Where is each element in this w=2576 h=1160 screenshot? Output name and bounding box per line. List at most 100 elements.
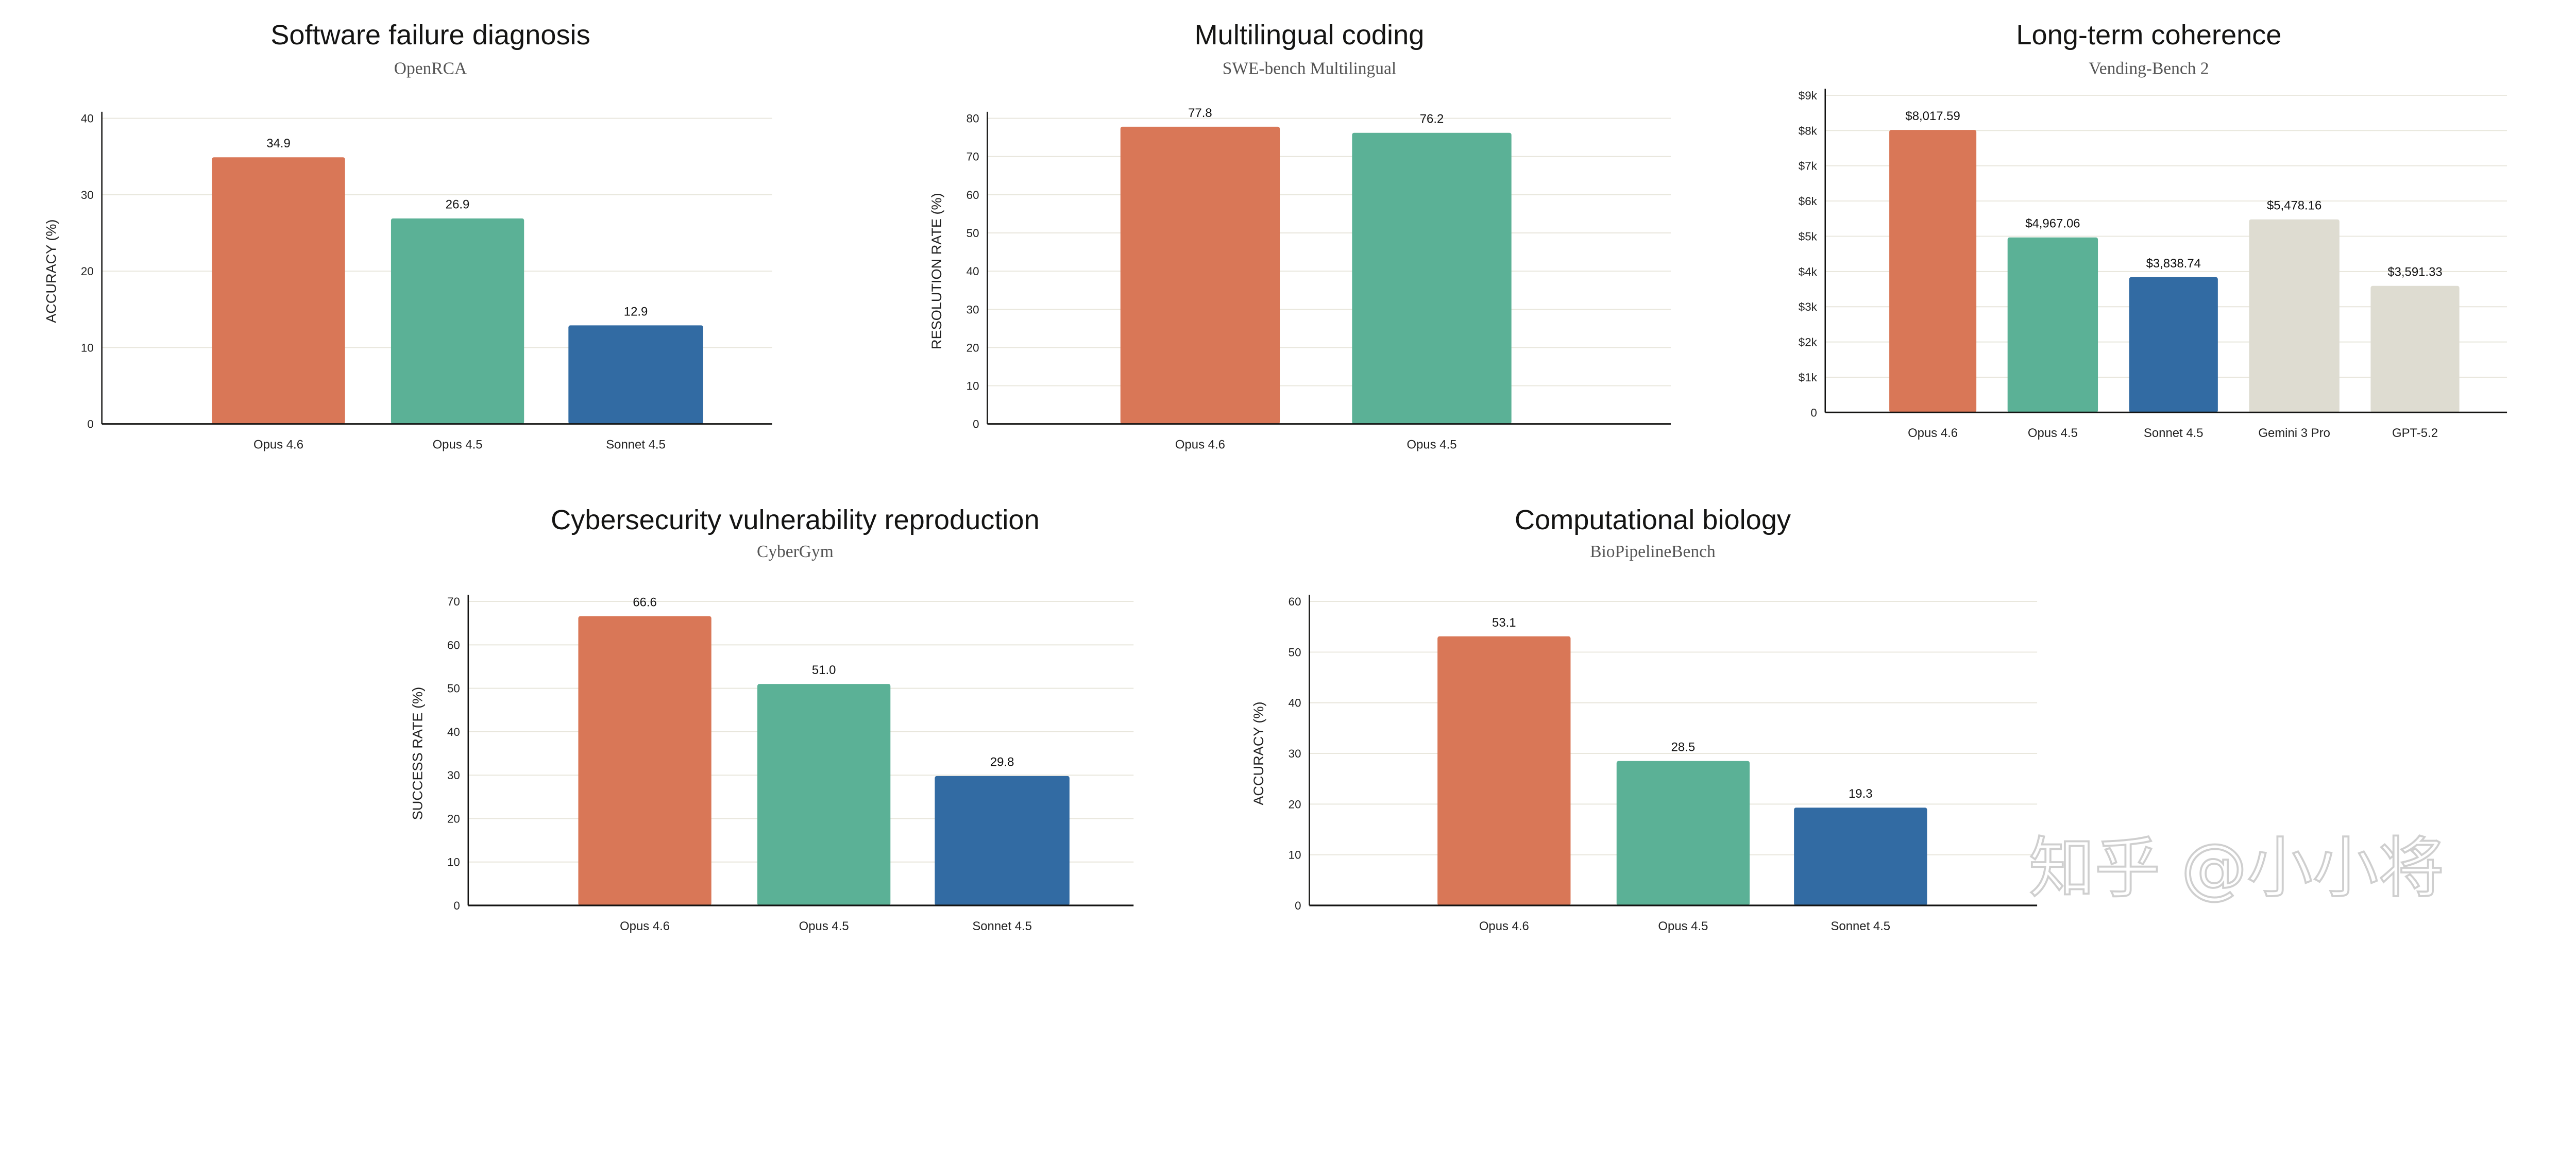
data-label: 76.2 bbox=[1420, 112, 1444, 126]
y-tick-label: 60 bbox=[447, 638, 460, 651]
bar-opus-4-6 bbox=[1889, 130, 1977, 413]
x-tick-label: Opus 4.6 bbox=[1479, 919, 1529, 933]
y-tick-label: $5k bbox=[1799, 230, 1818, 243]
bar-sonnet-4-5 bbox=[2129, 277, 2218, 413]
y-tick-label: 30 bbox=[447, 769, 460, 782]
bar-opus-4-5 bbox=[2007, 237, 2098, 413]
x-tick-label: Sonnet 4.5 bbox=[606, 438, 666, 452]
y-tick-label: $7k bbox=[1799, 160, 1818, 173]
y-tick-label: 50 bbox=[967, 227, 979, 240]
x-tick-label: GPT-5.2 bbox=[2392, 426, 2438, 440]
y-tick-label: 40 bbox=[967, 265, 979, 278]
data-label: 53.1 bbox=[1492, 616, 1516, 630]
x-tick-label: Gemini 3 Pro bbox=[2258, 426, 2330, 440]
chart-subtitle: OpenRCA bbox=[394, 59, 467, 78]
y-tick-label: 20 bbox=[447, 812, 460, 825]
y-tick-label: 30 bbox=[1289, 747, 1301, 760]
x-tick-label: Opus 4.5 bbox=[799, 919, 849, 933]
y-tick-label: 40 bbox=[447, 726, 460, 738]
benchmark-figure: Software failure diagnosis OpenRCA 0 10 20 30… bbox=[43, 20, 2507, 933]
chart-2: Multilingual coding SWE-bench Multilingua… bbox=[928, 20, 1671, 452]
y-tick-label: $8k bbox=[1799, 124, 1818, 137]
data-label: $3,591.33 bbox=[2387, 265, 2442, 279]
y-tick-label: 20 bbox=[81, 265, 94, 278]
y-tick-label: 50 bbox=[1289, 646, 1301, 659]
y-axis-label: RESOLUTION RATE (%) bbox=[928, 193, 944, 349]
x-tick-label: Sonnet 4.5 bbox=[1831, 919, 1890, 933]
y-tick-label: 10 bbox=[967, 380, 979, 393]
chart-5: Computational biology BioPipelineBench 0 10… bbox=[1250, 505, 2038, 933]
y-tick-label: 40 bbox=[1289, 697, 1301, 710]
x-tick-label: Opus 4.5 bbox=[1658, 919, 1708, 933]
data-label: $4,967.06 bbox=[2025, 217, 2080, 231]
x-tick-label: Opus 4.5 bbox=[433, 438, 483, 452]
chart-title: Long-term coherence bbox=[2016, 20, 2281, 51]
chart-subtitle: BioPipelineBench bbox=[1590, 542, 1716, 561]
chart-1: Software failure diagnosis OpenRCA 0 10 20 30… bbox=[43, 20, 772, 452]
bar-opus-4-5 bbox=[1352, 132, 1512, 424]
data-label: 19.3 bbox=[1849, 787, 1873, 801]
bar-opus-4-6 bbox=[1437, 636, 1571, 906]
bar-sonnet-4-5 bbox=[568, 325, 703, 424]
y-tick-label: $6k bbox=[1799, 195, 1818, 208]
chart-title: Software failure diagnosis bbox=[270, 20, 590, 51]
data-label: 26.9 bbox=[446, 198, 470, 212]
y-tick-label: 70 bbox=[967, 150, 979, 163]
bar-sonnet-4-5 bbox=[935, 776, 1070, 906]
bar-opus-4-5 bbox=[391, 218, 524, 424]
x-tick-label: Opus 4.6 bbox=[620, 919, 670, 933]
chart-title: Multilingual coding bbox=[1195, 20, 1425, 51]
bar-opus-4-5 bbox=[757, 684, 891, 906]
y-tick-label: 60 bbox=[1289, 595, 1301, 608]
data-label: 29.8 bbox=[990, 755, 1014, 769]
y-tick-label: 30 bbox=[81, 189, 94, 201]
data-label: 34.9 bbox=[266, 137, 291, 150]
y-tick-label: 70 bbox=[447, 595, 460, 608]
y-tick-label: 20 bbox=[967, 341, 979, 354]
y-tick-label: 0 bbox=[87, 418, 93, 431]
data-label: 77.8 bbox=[1188, 106, 1212, 120]
y-tick-label: 50 bbox=[447, 682, 460, 695]
x-tick-label: Opus 4.5 bbox=[2028, 426, 2078, 440]
y-tick-label: 30 bbox=[967, 303, 979, 316]
chart-title: Computational biology bbox=[1515, 505, 1791, 535]
data-label: 66.6 bbox=[633, 596, 657, 610]
data-label: 12.9 bbox=[624, 305, 648, 318]
y-tick-label: 20 bbox=[1289, 798, 1301, 811]
y-axis-label: SUCCESS RATE (%) bbox=[410, 687, 426, 820]
bar-gemini-3-pro bbox=[2249, 219, 2340, 413]
data-label: 51.0 bbox=[812, 663, 836, 677]
data-label: 28.5 bbox=[1671, 741, 1696, 754]
y-tick-label: 0 bbox=[453, 899, 460, 912]
chart-subtitle: SWE-bench Multilingual bbox=[1223, 59, 1396, 78]
y-tick-label: 80 bbox=[967, 112, 979, 125]
chart-3: Long-term coherence Vending-Bench 2 0 $1k $2… bbox=[1799, 20, 2507, 440]
y-tick-label: 0 bbox=[1810, 406, 1817, 419]
y-tick-label: $9k bbox=[1799, 89, 1818, 102]
x-tick-label: Opus 4.6 bbox=[1908, 426, 1958, 440]
bar-opus-4-6 bbox=[212, 157, 345, 424]
chart-4: Cybersecurity vulnerability reproduction… bbox=[410, 505, 1134, 933]
y-tick-label: $1k bbox=[1799, 371, 1818, 384]
bar-opus-4-5 bbox=[1616, 761, 1750, 906]
y-tick-label: 10 bbox=[447, 856, 460, 869]
data-label: $8,017.59 bbox=[1905, 109, 1960, 123]
bar-opus-4-6 bbox=[578, 616, 711, 906]
x-tick-label: Opus 4.6 bbox=[253, 438, 303, 452]
y-tick-label: $4k bbox=[1799, 265, 1818, 278]
y-tick-label: 40 bbox=[81, 112, 94, 125]
y-tick-label: $3k bbox=[1799, 300, 1818, 313]
y-axis-label: ACCURACY (%) bbox=[1250, 701, 1266, 805]
y-tick-label: 10 bbox=[1289, 849, 1301, 862]
bar-opus-4-6 bbox=[1120, 126, 1280, 424]
bar-gpt-5-2 bbox=[2370, 285, 2460, 413]
y-tick-label: 60 bbox=[967, 189, 979, 201]
y-tick-label: $2k bbox=[1799, 336, 1818, 349]
data-label: $3,838.74 bbox=[2146, 257, 2201, 271]
bar-sonnet-4-5 bbox=[1794, 808, 1927, 906]
y-tick-label: 10 bbox=[81, 341, 94, 354]
y-axis-label: ACCURACY (%) bbox=[43, 220, 59, 323]
x-tick-label: Sonnet 4.5 bbox=[972, 919, 1032, 933]
y-tick-label: 0 bbox=[973, 418, 979, 431]
watermark: 知乎 @小小将 bbox=[2029, 830, 2444, 906]
